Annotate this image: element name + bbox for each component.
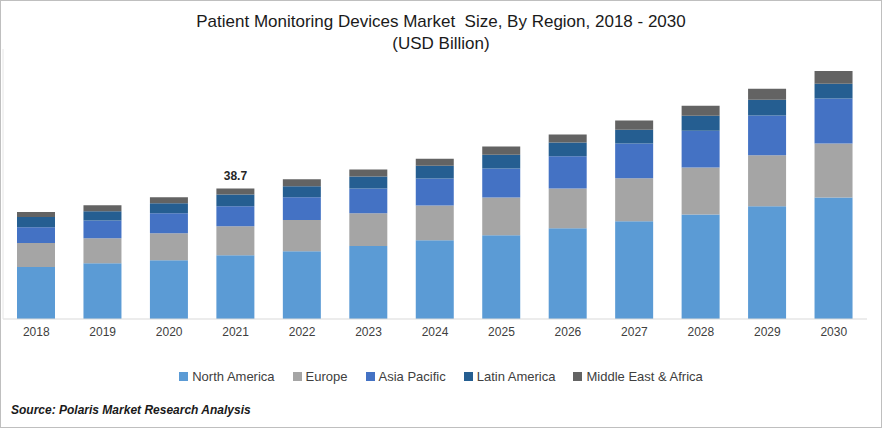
svg-text:38.7: 38.7 (224, 169, 248, 183)
svg-text:2018: 2018 (23, 325, 50, 339)
html-text:Middle East & Africa: Middle East & Africa (586, 369, 703, 384)
svg-text:2030: 2030 (820, 325, 847, 339)
svg-text:2023: 2023 (355, 325, 382, 339)
html-text:Europe: Europe (305, 369, 348, 384)
svg-text:2026: 2026 (555, 325, 582, 339)
svg-text:2022: 2022 (289, 325, 316, 339)
svg-text:2020: 2020 (156, 325, 183, 339)
svg-text:2028: 2028 (687, 325, 714, 339)
html-text:Patient Monitoring Devices Mar: Patient Monitoring Devices Market Size, … (196, 12, 686, 31)
html-text:North America: North America (192, 369, 275, 384)
svg-text:2027: 2027 (621, 325, 648, 339)
html-text:Asia Pacific: Asia Pacific (378, 369, 446, 384)
html-text:Latin America: Latin America (476, 369, 556, 384)
svg-text:2029: 2029 (754, 325, 781, 339)
svg-text:2025: 2025 (488, 325, 515, 339)
html-text:(USD Billion): (USD Billion) (392, 34, 490, 53)
svg-text:2024: 2024 (422, 325, 449, 339)
html-text:Source: Polaris Market Researc: Source: Polaris Market Research Analysis (11, 403, 251, 417)
svg-text:2021: 2021 (222, 325, 249, 339)
svg-text:2019: 2019 (89, 325, 116, 339)
